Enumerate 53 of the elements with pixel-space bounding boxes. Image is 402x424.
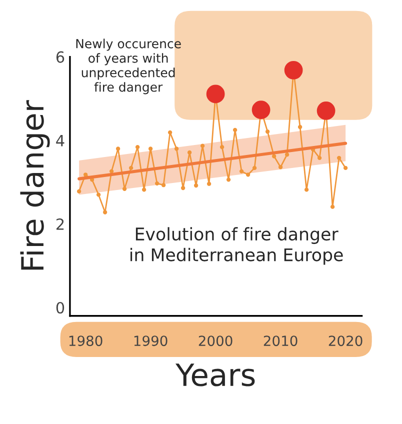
point (180, 186, 186, 190)
point (102, 210, 108, 214)
annotation: Newly occurence of years with unprecedented fire danger (76, 38, 181, 94)
point (252, 100, 270, 120)
point (174, 146, 179, 151)
point (284, 60, 303, 80)
point (194, 183, 198, 188)
text: Evolution of fire danger in Mediterranean Europe (130, 227, 343, 265)
point (239, 169, 244, 174)
y-axis-title: Fire danger (20, 100, 50, 270)
point (317, 156, 322, 160)
point (330, 204, 335, 209)
point (284, 152, 290, 157)
y-tick-label: 4 (56, 135, 64, 146)
point (298, 124, 302, 130)
point (135, 144, 140, 150)
point (304, 188, 309, 192)
x-tick-label: 2020 (328, 336, 362, 346)
point (343, 166, 348, 170)
x-tick-label: 1980 (69, 336, 102, 346)
x-tick-label: 1990 (134, 336, 168, 346)
point (122, 186, 127, 191)
point (246, 172, 250, 177)
point (206, 84, 225, 104)
point (200, 144, 205, 148)
point (168, 130, 172, 135)
point (142, 188, 146, 192)
point (154, 181, 160, 186)
x-tick-label: 2000 (198, 336, 232, 346)
point (278, 165, 283, 170)
y-tick-label: 6 (56, 51, 64, 63)
point (232, 128, 238, 132)
point (252, 166, 257, 170)
point (161, 183, 166, 188)
point (316, 102, 336, 120)
y-tick-label: 2 (56, 218, 64, 230)
point (226, 178, 231, 182)
point (206, 182, 212, 186)
point (265, 130, 270, 134)
point (128, 166, 134, 170)
point (83, 172, 88, 177)
point (272, 154, 276, 158)
point (336, 156, 342, 160)
point (187, 150, 192, 155)
x-tick-label: 2010 (264, 336, 298, 346)
y-tick-label: 0 (56, 302, 64, 314)
point (116, 146, 120, 151)
point (76, 189, 82, 194)
point (148, 146, 153, 151)
x-axis-title: Years (176, 364, 255, 386)
point (220, 144, 224, 150)
point (109, 169, 114, 174)
point (96, 192, 101, 197)
